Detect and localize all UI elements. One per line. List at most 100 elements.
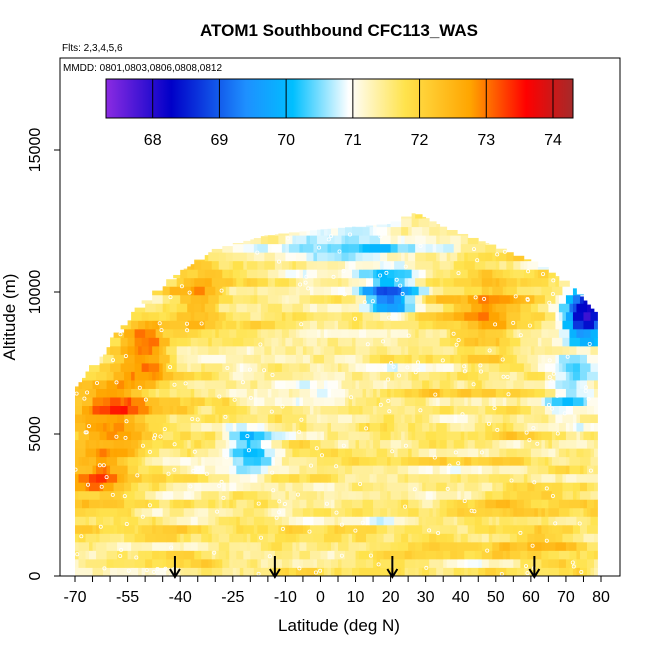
heatmap-cell — [99, 448, 107, 458]
heatmap-cell — [187, 448, 192, 458]
heatmap-cell — [492, 303, 497, 313]
heatmap-cell — [425, 516, 437, 526]
heatmap-cell — [152, 320, 157, 330]
heatmap-cell — [117, 499, 125, 509]
sample-marker — [471, 247, 476, 252]
heatmap-cell — [439, 456, 448, 466]
heatmap-cell — [187, 337, 192, 347]
heatmap-cell — [502, 354, 514, 364]
heatmap-cell — [422, 216, 427, 219]
heatmap-cell — [194, 473, 199, 483]
heatmap-cell — [404, 405, 416, 415]
heatmap-cell — [366, 439, 370, 449]
heatmap-cell — [439, 465, 448, 475]
heatmap-cell — [436, 516, 444, 526]
heatmap-cell — [432, 328, 441, 338]
heatmap-cell — [96, 439, 100, 449]
heatmap-cell — [485, 320, 497, 330]
heatmap-cell — [460, 328, 469, 338]
heatmap-cell — [499, 507, 504, 517]
heatmap-cell — [362, 252, 374, 262]
heatmap-cell — [380, 260, 384, 270]
heatmap-cell — [201, 431, 206, 441]
heatmap-cell — [260, 499, 269, 509]
heatmap-cell — [551, 439, 560, 449]
heatmap-cell — [288, 277, 297, 287]
heatmap-cell — [338, 277, 342, 287]
heatmap-cell — [117, 541, 128, 551]
heatmap-cell — [506, 345, 511, 355]
heatmap-cell — [558, 567, 570, 576]
heatmap-cell — [138, 345, 143, 355]
heatmap-cell — [565, 431, 577, 441]
heatmap-cell — [110, 448, 114, 458]
heatmap-cell — [295, 260, 307, 270]
heatmap-cell — [152, 371, 157, 381]
heatmap-cell — [586, 507, 591, 517]
heatmap-cell — [383, 354, 395, 364]
heatmap-cell — [373, 431, 381, 441]
heatmap-cell — [376, 371, 381, 381]
heatmap-cell — [278, 558, 283, 568]
heatmap-cell — [551, 431, 556, 441]
heatmap-cell — [551, 397, 563, 406]
heatmap-cell — [295, 567, 307, 576]
heatmap-cell — [173, 482, 181, 492]
heatmap-cell — [485, 363, 490, 372]
heatmap-cell — [345, 235, 349, 245]
heatmap-cell — [274, 456, 283, 466]
heatmap-cell — [485, 448, 490, 458]
heatmap-cell — [404, 558, 416, 568]
heatmap-cell — [345, 499, 353, 509]
heatmap-cell — [415, 414, 423, 424]
heatmap-cell — [352, 269, 360, 279]
heatmap-cell — [264, 482, 276, 492]
heatmap-cell — [197, 405, 202, 415]
heatmap-cell — [467, 269, 479, 279]
heatmap-cell — [537, 524, 542, 534]
heatmap-cell — [281, 294, 286, 304]
sample-marker — [219, 288, 224, 293]
heatmap-cell — [590, 422, 595, 432]
heatmap-cell — [334, 567, 342, 576]
heatmap-cell — [544, 294, 556, 304]
heatmap-cell — [369, 473, 374, 483]
sample-marker — [541, 272, 546, 277]
heatmap-cell — [295, 388, 300, 398]
heatmap-cell — [162, 345, 167, 355]
heatmap-cell — [548, 439, 553, 449]
heatmap-cell — [450, 269, 462, 279]
heatmap-cell — [558, 280, 570, 287]
heatmap-cell — [359, 431, 370, 441]
sample-marker — [551, 371, 556, 376]
heatmap-cell — [99, 405, 111, 415]
heatmap-cell — [362, 499, 374, 509]
heatmap-cell — [267, 541, 272, 551]
heatmap-cell — [180, 541, 185, 551]
heatmap-cell — [330, 328, 342, 338]
sample-marker — [168, 295, 173, 300]
heatmap-cell — [464, 260, 476, 270]
sample-marker — [111, 358, 116, 363]
heatmap-cell — [464, 499, 469, 509]
heatmap-cell — [383, 499, 388, 509]
heatmap-cell — [562, 380, 570, 389]
heatmap-cell — [425, 320, 434, 330]
heatmap-cell — [439, 252, 448, 262]
heatmap-cell — [141, 567, 146, 576]
heatmap-cell — [99, 499, 104, 509]
heatmap-cell — [439, 371, 448, 381]
heatmap-cell — [190, 499, 195, 509]
heatmap-cell — [523, 516, 528, 526]
heatmap-cell — [478, 380, 483, 389]
heatmap-cell — [309, 363, 318, 372]
heatmap-cell — [446, 507, 458, 517]
heatmap-cell — [316, 380, 325, 389]
heatmap-cell — [502, 431, 507, 441]
heatmap-cell — [243, 320, 251, 330]
heatmap-cell — [96, 524, 100, 534]
heatmap-cell — [464, 311, 476, 321]
heatmap-cell — [285, 414, 297, 424]
sample-marker — [304, 274, 309, 279]
heatmap-cell — [492, 422, 497, 432]
